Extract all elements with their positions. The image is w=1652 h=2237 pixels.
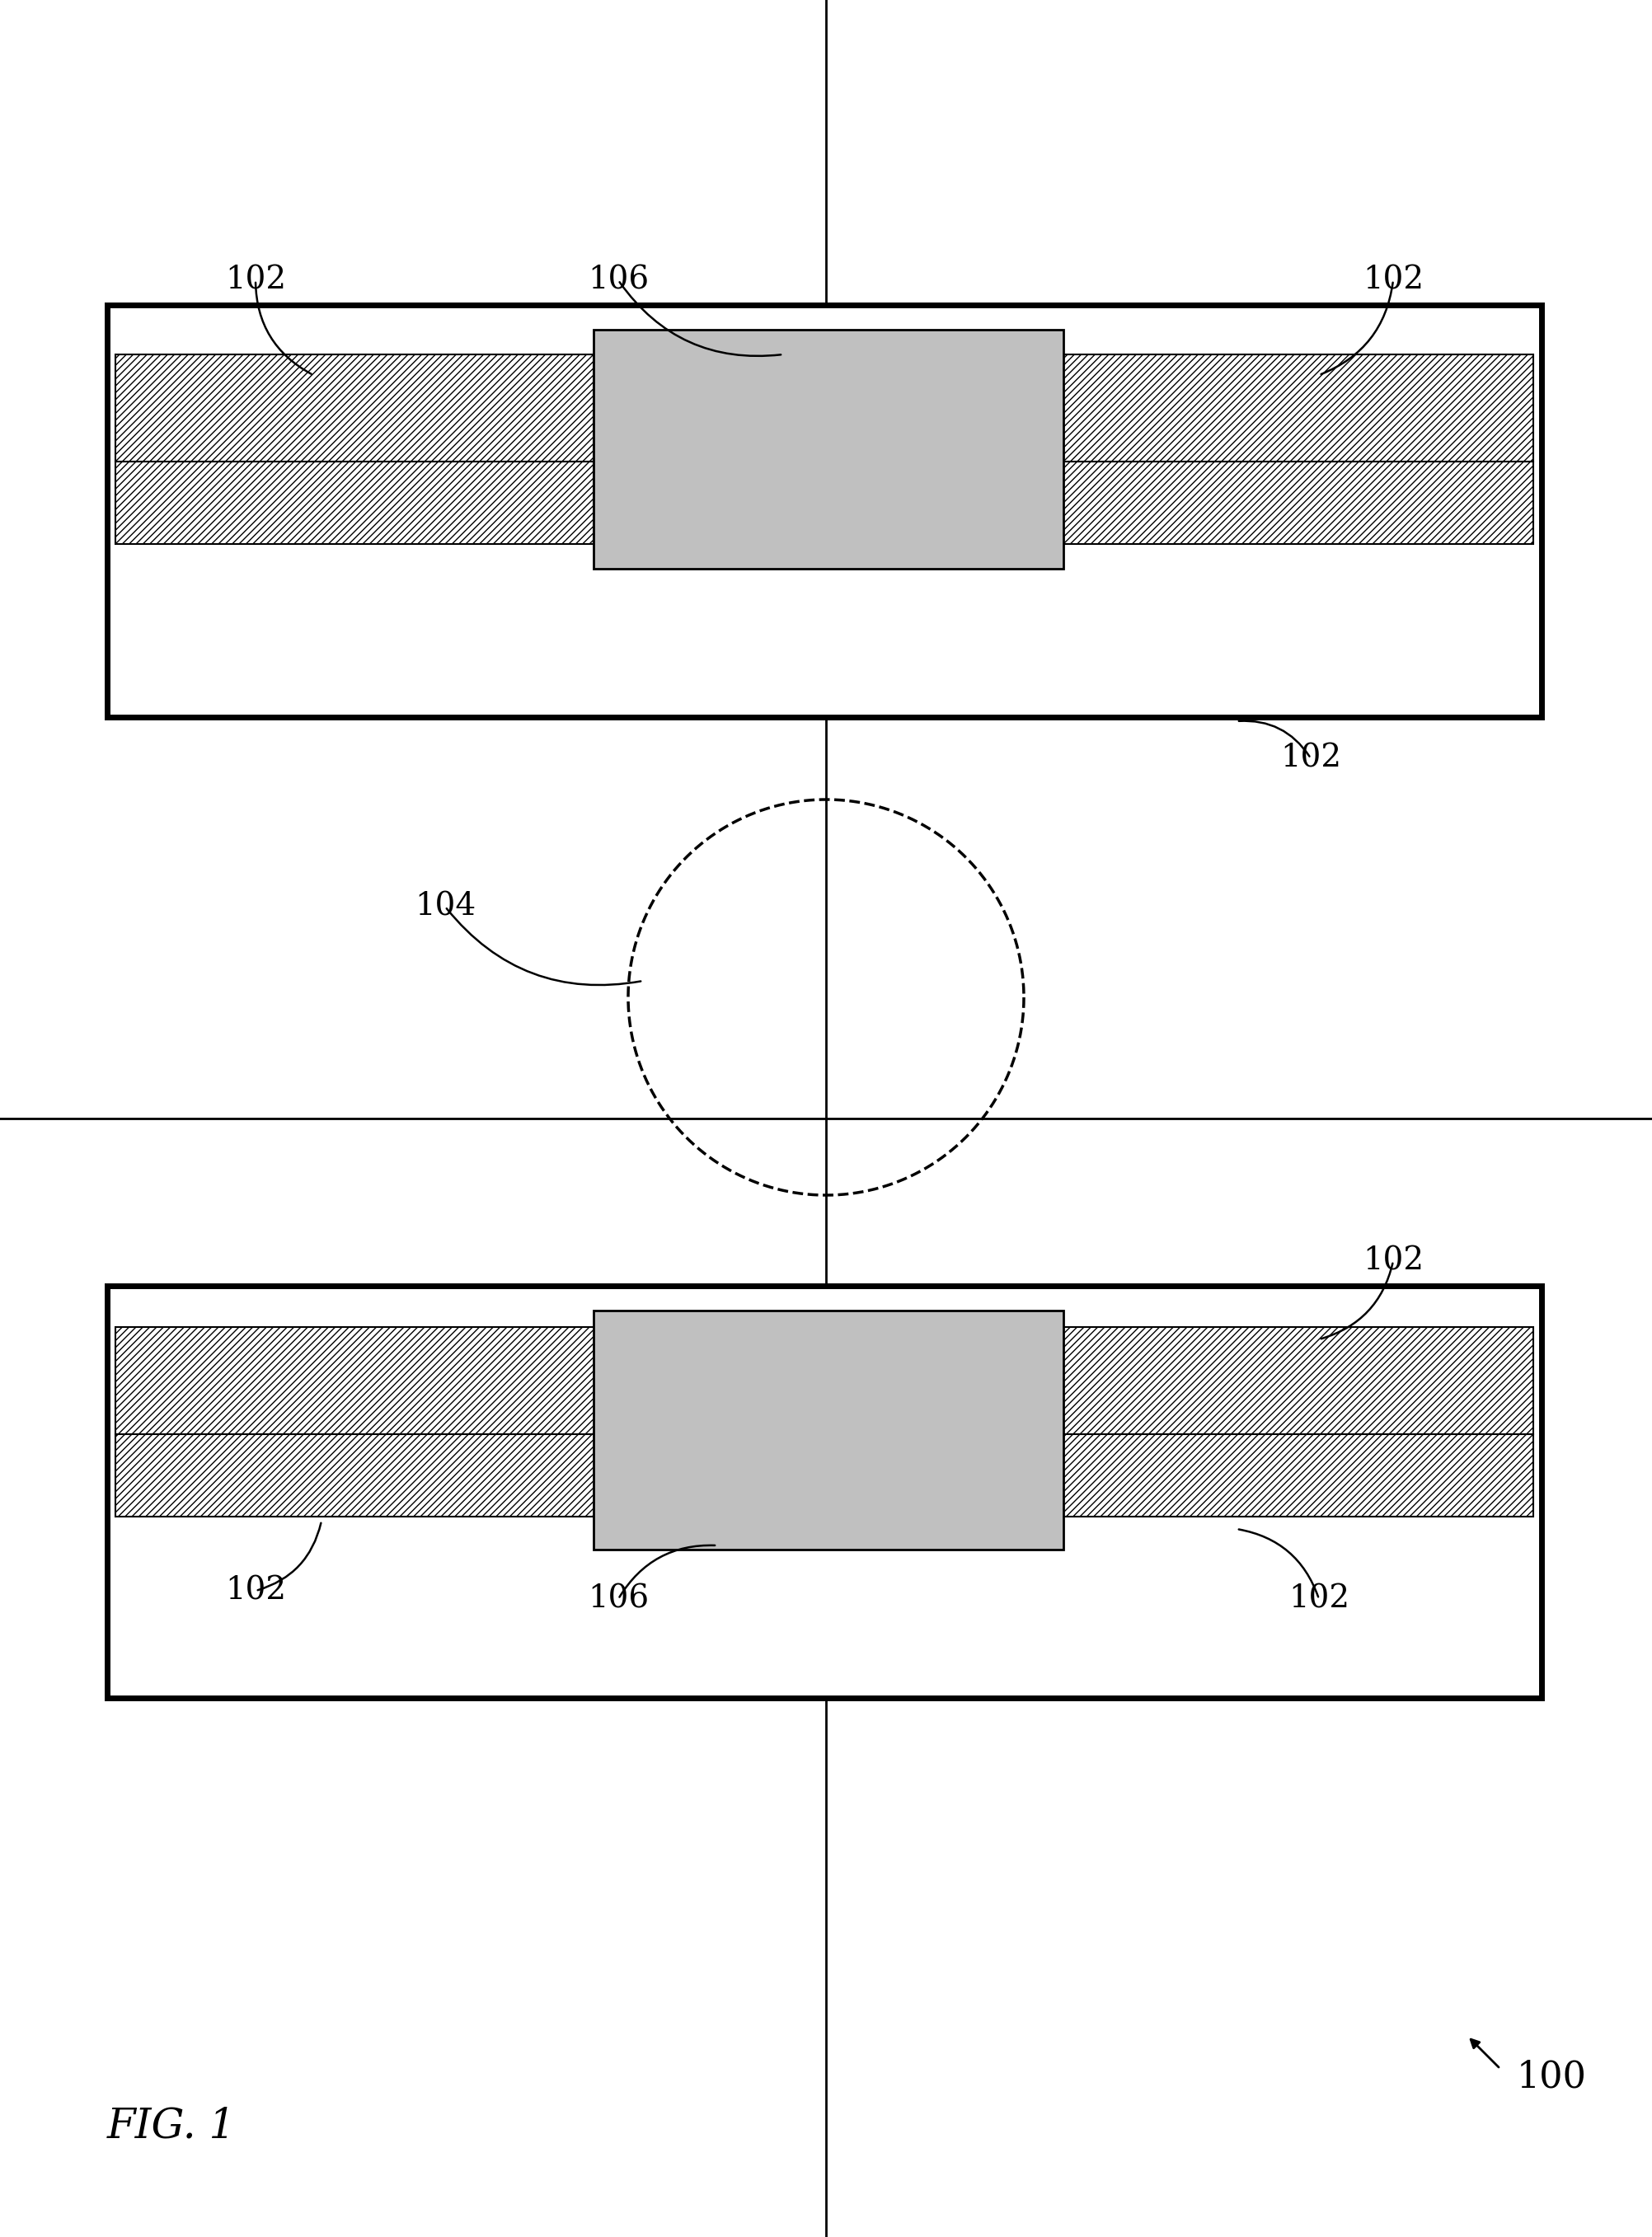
Text: 102: 102 <box>1280 743 1341 774</box>
Bar <box>593 1311 1064 1550</box>
Bar <box>107 1286 1541 1698</box>
Bar <box>1064 1434 1533 1517</box>
Text: 106: 106 <box>588 1584 649 1615</box>
Bar <box>116 1434 676 1517</box>
Bar <box>116 353 593 461</box>
Bar <box>1064 461 1533 544</box>
Text: 100: 100 <box>1517 2060 1588 2094</box>
Bar <box>593 329 1064 568</box>
Bar <box>1064 353 1533 461</box>
Bar <box>107 304 1541 718</box>
Text: 102: 102 <box>1363 1246 1424 1277</box>
Text: FIG. 1: FIG. 1 <box>107 2107 236 2148</box>
Bar <box>116 1327 676 1434</box>
Bar <box>1064 1327 1533 1434</box>
Text: 102: 102 <box>225 1575 286 1606</box>
Text: 102: 102 <box>1363 264 1424 295</box>
Bar <box>116 461 593 544</box>
Text: 102: 102 <box>1289 1584 1350 1615</box>
Text: 106: 106 <box>588 264 649 295</box>
Text: 104: 104 <box>415 890 476 922</box>
Text: 102: 102 <box>225 264 286 295</box>
